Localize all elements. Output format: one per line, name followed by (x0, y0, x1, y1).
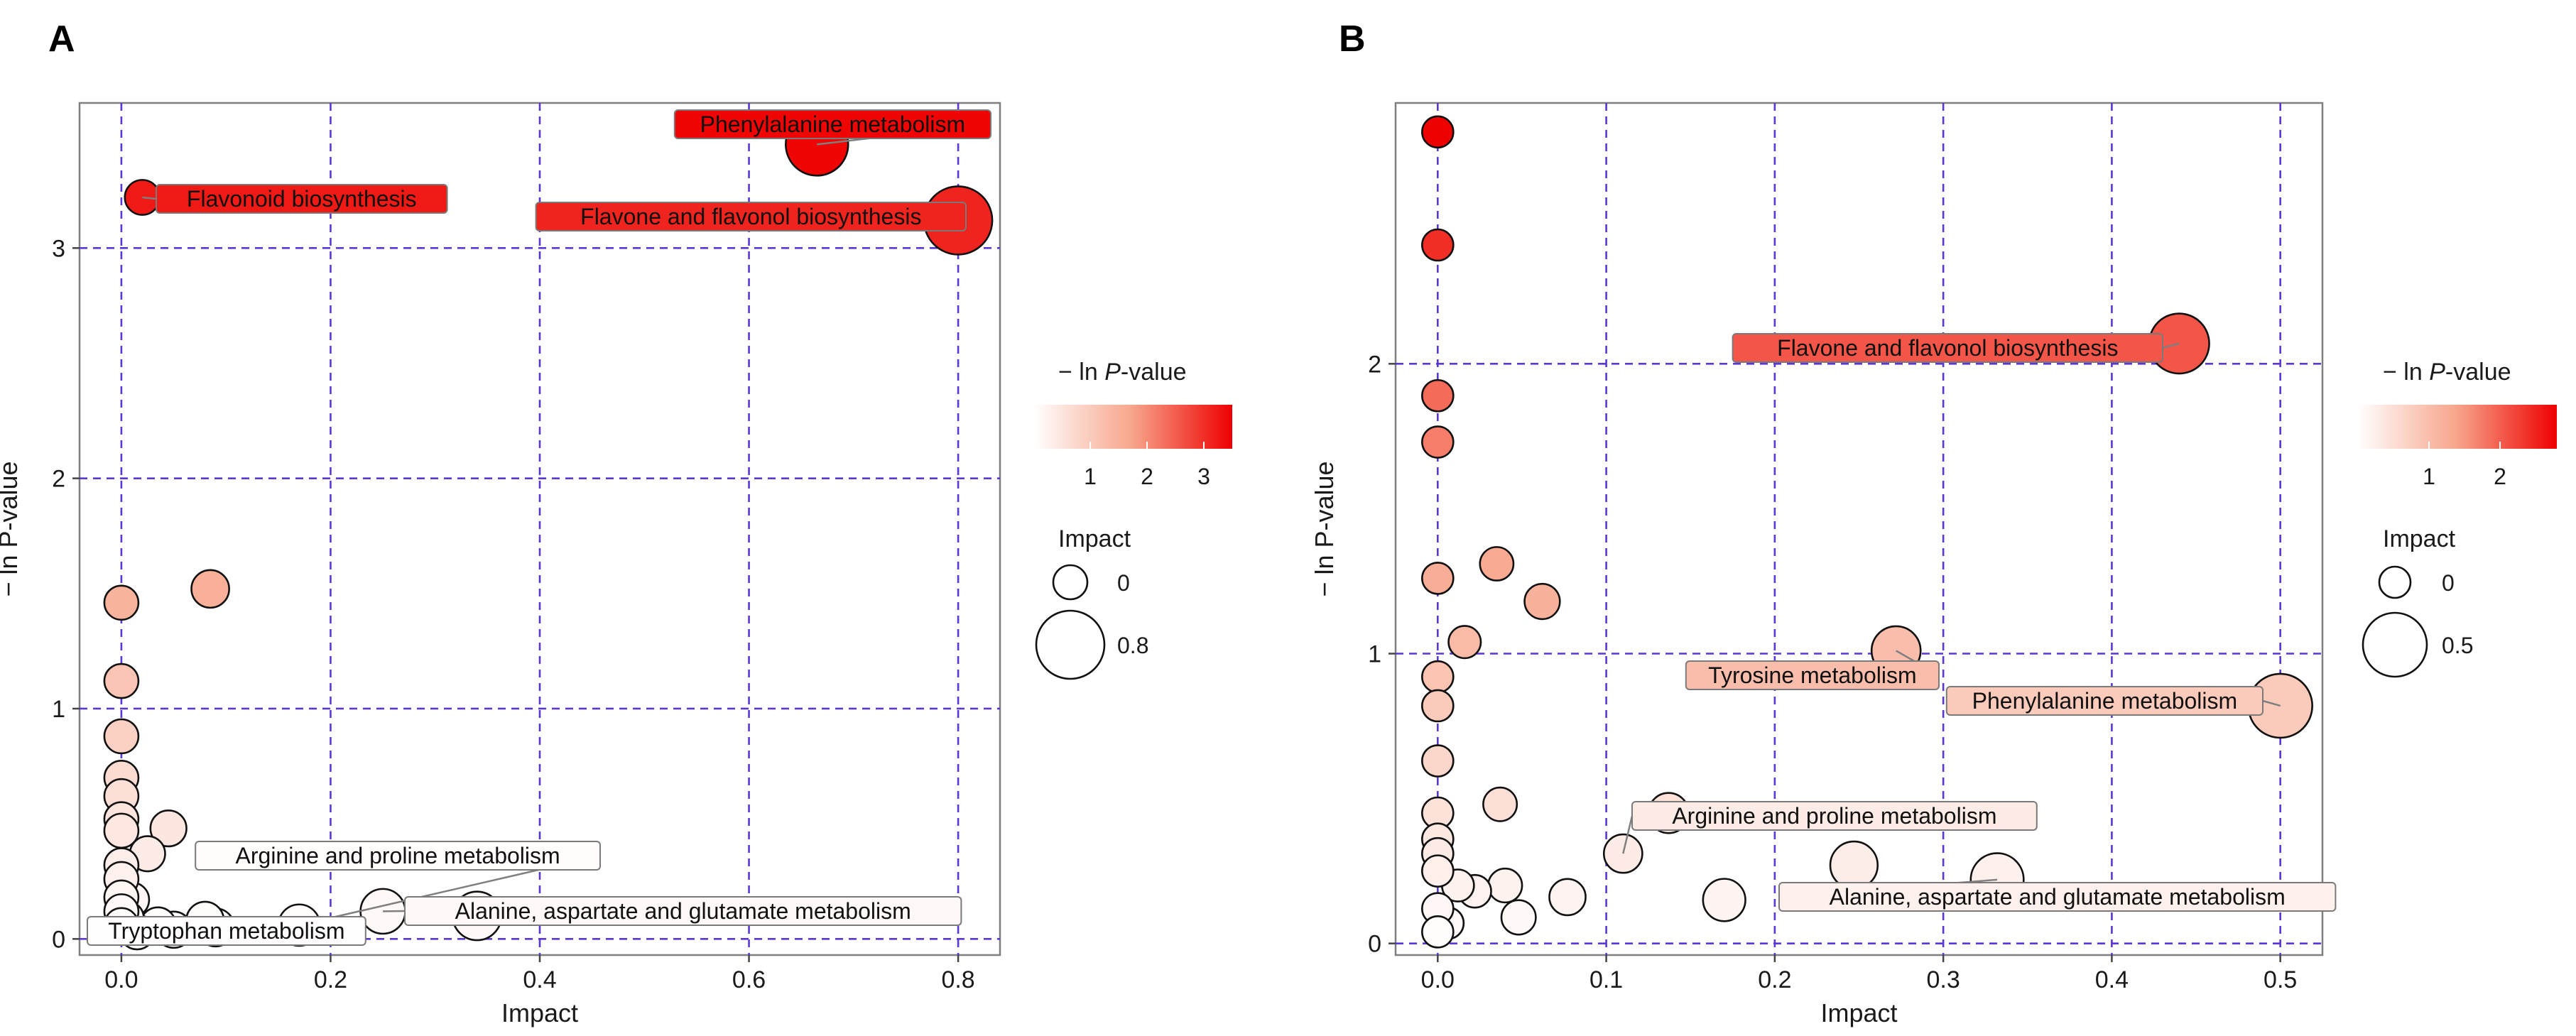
point-label: Tryptophan metabolism (108, 918, 344, 944)
point-label: Arginine and proline metabolism (1672, 803, 1996, 829)
size-legend-circle (2378, 565, 2412, 599)
point-label: Flavone and flavonol biosynthesis (580, 204, 921, 229)
size-legend-circle (1035, 609, 1106, 680)
data-point (1421, 854, 1455, 888)
x-tick-label: 0.5 (2263, 966, 2297, 993)
point-label-box (535, 202, 967, 231)
data-point (1421, 744, 1455, 778)
data-point (1447, 625, 1482, 660)
color-legend-tick-label: 3 (1197, 464, 1210, 489)
point-label-box (1631, 801, 2038, 831)
point-label: Tyrosine metabolism (1708, 663, 1916, 688)
data-point (124, 179, 161, 216)
data-point (1421, 689, 1455, 723)
data-point (103, 812, 140, 849)
size-legend-title: Impact (2383, 525, 2456, 552)
size-legend-label: 0 (2442, 570, 2455, 596)
size-legend-label: 0 (1117, 570, 1130, 596)
point-label: Phenylalanine metabolism (1972, 688, 2238, 714)
x-tick-label: 0.2 (1758, 966, 1791, 993)
y-tick-label: 2 (52, 466, 65, 493)
size-legend-circle (1052, 564, 1089, 601)
panel-letter: B (1339, 18, 1366, 60)
point-label-box (1945, 686, 2264, 716)
point-label: Alanine, aspartate and glutamate metabol… (455, 898, 911, 924)
color-legend-tick-label: 1 (1084, 464, 1097, 489)
data-point (1421, 115, 1455, 149)
y-tick-label: 3 (52, 235, 65, 262)
data-point (1421, 660, 1455, 694)
color-legend-bar (2358, 405, 2557, 449)
x-tick-label: 0.0 (104, 966, 138, 993)
size-legend-circle (2362, 611, 2428, 678)
label-connector (142, 196, 157, 200)
x-tick-label: 0.6 (732, 966, 766, 993)
x-tick-label: 0.4 (523, 966, 556, 993)
data-point (1829, 840, 1879, 890)
data-point (1482, 786, 1518, 822)
color-legend-title: − ln P-value (2383, 359, 2511, 386)
y-tick-label: 0 (1368, 931, 1381, 958)
color-legend-tick-label: 1 (2423, 464, 2435, 489)
data-point (1421, 425, 1455, 459)
data-point (1523, 582, 1561, 621)
y-tick-label: 2 (1368, 351, 1381, 378)
y-tick-label: 1 (1368, 641, 1381, 668)
data-point (103, 584, 140, 621)
label-connector (1622, 815, 1634, 854)
size-legend-label: 0.5 (2442, 633, 2473, 658)
point-label-box (156, 184, 448, 214)
data-point (1421, 228, 1455, 262)
size-legend-label: 0.8 (1117, 633, 1148, 658)
point-label: Flavone and flavonol biosynthesis (1777, 335, 2118, 361)
data-point (1421, 562, 1455, 595)
data-point (1548, 878, 1587, 917)
data-point (1500, 899, 1537, 936)
panel-a: A 0.0 0.2 0.4 0.6 0.8 0 1 2 3 Impact − ln P-value Ph… (0, 18, 1232, 1027)
point-label-box (1685, 660, 1940, 690)
panel-letter: A (48, 18, 75, 60)
color-legend-bar (1033, 405, 1232, 449)
label-connector (2162, 342, 2180, 349)
y-tick-label: 1 (52, 696, 65, 723)
x-tick-label: 0.8 (941, 966, 974, 993)
x-tick-label: 0.4 (2095, 966, 2129, 993)
point-label-box (195, 841, 601, 871)
data-point (1421, 915, 1455, 949)
x-axis-label: Impact (1820, 998, 1897, 1027)
label-connector (2262, 699, 2281, 707)
data-point (190, 569, 230, 609)
point-label-box (673, 109, 991, 139)
point-label-box (87, 916, 366, 946)
data-point (1479, 546, 1515, 582)
x-tick-label: 0.2 (314, 966, 347, 993)
color-legend-tick-label: 2 (2494, 464, 2506, 489)
point-label-box (1732, 333, 2164, 363)
point-label: Arginine and proline metabolism (236, 843, 560, 868)
y-axis-label: − ln P-value (0, 461, 23, 596)
x-tick-label: 0.3 (1927, 966, 1960, 993)
point-label: Flavonoid biosynthesis (187, 186, 417, 212)
y-tick-label: 0 (52, 926, 65, 953)
point-label-box (404, 896, 962, 926)
color-legend-title: − ln P-value (1058, 359, 1187, 386)
data-point (1702, 878, 1746, 922)
point-label: Phenylalanine metabolism (700, 111, 966, 137)
color-legend-tick-label: 2 (1141, 464, 1153, 489)
size-legend-title: Impact (1058, 525, 1131, 552)
data-point (103, 663, 140, 699)
panel-b: B 0.0 0.1 0.2 0.3 0.4 0.5 0 1 2 Impact − ln P-value… (1310, 18, 2557, 1027)
data-point (1487, 867, 1523, 904)
data-point (1421, 378, 1455, 413)
data-point (103, 718, 140, 755)
point-label: Alanine, aspartate and glutamate metabol… (1830, 884, 2286, 910)
point-label-box (1778, 882, 2337, 912)
x-tick-label: 0.0 (1421, 966, 1455, 993)
data-point (149, 809, 188, 848)
x-tick-label: 0.1 (1589, 966, 1623, 993)
x-axis-label: Impact (501, 998, 578, 1027)
y-axis-label: − ln P-value (1310, 461, 1339, 596)
